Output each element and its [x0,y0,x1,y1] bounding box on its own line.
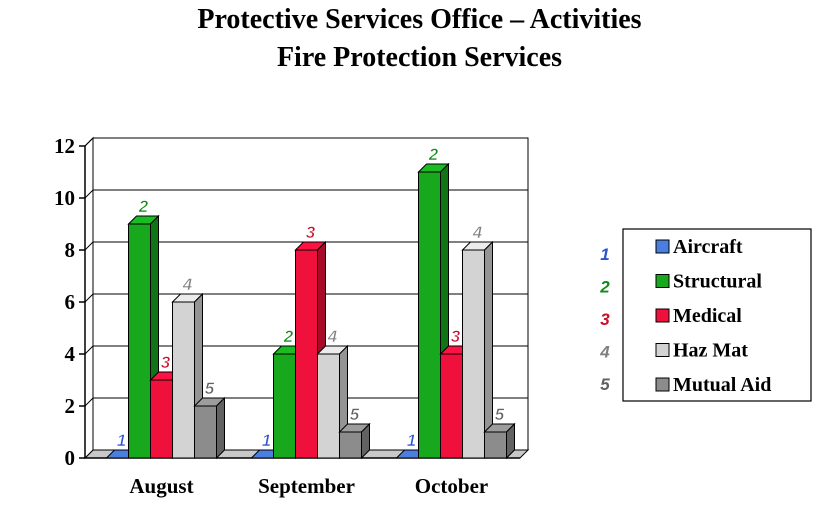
x-tick-label: September [258,474,355,498]
legend-label: Medical [673,305,742,327]
data-label: 5 [495,405,505,424]
chart-subtitle: Fire Protection Services [276,42,563,73]
y-tick-label: 10 [54,186,75,210]
legend-swatch [655,274,670,288]
legend-label: Mutual Aid [673,374,771,396]
data-label: 2 [428,145,439,164]
data-label: 4 [182,275,193,294]
y-tick-label: 12 [54,134,75,158]
legend-label: Structural [673,271,762,293]
bar-mutual-aid-september [338,422,371,460]
legend-marker-number: 5 [600,375,610,394]
data-label: 1 [117,431,126,450]
data-labels: 1 2 3 4 5 1 2 3 4 5 1 2 3 4 5 [116,145,505,451]
data-label: 2 [138,197,149,216]
legend-swatch [655,308,670,323]
data-label: 3 [306,223,316,242]
legend-label: Haz Mat [673,340,748,362]
bar-haz-mat-october [461,240,494,460]
gridline-side [84,137,94,147]
legend-box [622,228,812,402]
y-tick-label: 2 [65,394,76,418]
y-tick-label: 8 [65,238,76,262]
legend-swatch [655,343,670,357]
bar-mutual-aid-october [483,422,516,460]
y-tick-label: 0 [65,446,76,470]
legend-swatch [655,239,670,254]
legend: 1 Aircraft 2 Structural 3 Medical 4 Haz Mat 5 Mut… [599,228,812,402]
data-label: 4 [327,327,338,346]
data-label: 4 [472,223,483,242]
legend-marker-number: 1 [600,245,609,264]
y-tick-label: 6 [65,290,76,314]
bars [105,162,516,460]
data-label: 3 [161,353,171,372]
data-label: 5 [350,405,360,424]
data-label: 1 [262,431,271,450]
y-tick-label: 4 [65,342,76,366]
x-tick-label: October [415,474,488,498]
legend-label: Aircraft [673,236,743,258]
gridline-side [84,293,94,303]
legend-marker-number: 3 [600,310,610,329]
data-label: 3 [451,327,461,346]
data-label: 1 [407,431,416,450]
gridline-side [84,397,94,407]
gridline-side [84,241,94,251]
data-label: 2 [283,327,294,346]
x-tick-label: August [129,474,193,498]
chart-title: Protective Services Office – Activities [197,4,642,35]
bar-mutual-aid-august [193,396,226,460]
legend-marker-number: 4 [599,343,610,362]
bar-haz-mat-september [316,344,349,460]
data-label: 5 [205,379,215,398]
gridline-side [84,189,94,199]
gridline-side [84,345,94,355]
legend-marker-number: 2 [599,278,610,297]
legend-swatch [655,377,670,392]
